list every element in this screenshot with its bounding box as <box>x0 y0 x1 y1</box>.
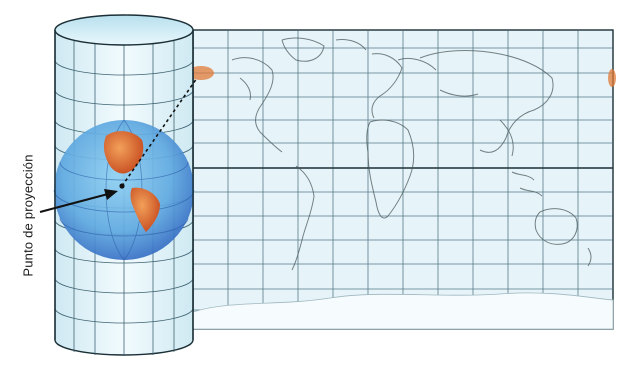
world-map-icon <box>188 29 616 330</box>
projection-point-label-text: Punto de proyección <box>20 153 36 277</box>
map-coastlines <box>231 37 592 271</box>
projection-point <box>119 183 125 189</box>
projection-point-label: Punto de proyección <box>8 120 48 310</box>
globe-south-america <box>130 187 160 232</box>
cylinder-icon <box>53 14 195 356</box>
globe-graticule <box>53 119 195 261</box>
globe-icon <box>53 119 195 261</box>
globe-north-america <box>103 131 144 174</box>
globe-sphere <box>54 120 194 260</box>
map-grid <box>193 30 613 329</box>
cylinder-front-edge <box>54 30 194 340</box>
arrow-icon <box>39 189 118 213</box>
antarctica-shape <box>192 292 614 330</box>
projection-line <box>121 77 198 187</box>
map-right-landmass <box>608 69 616 87</box>
map-left-landmass <box>188 66 214 80</box>
cylinder-top <box>54 14 194 46</box>
